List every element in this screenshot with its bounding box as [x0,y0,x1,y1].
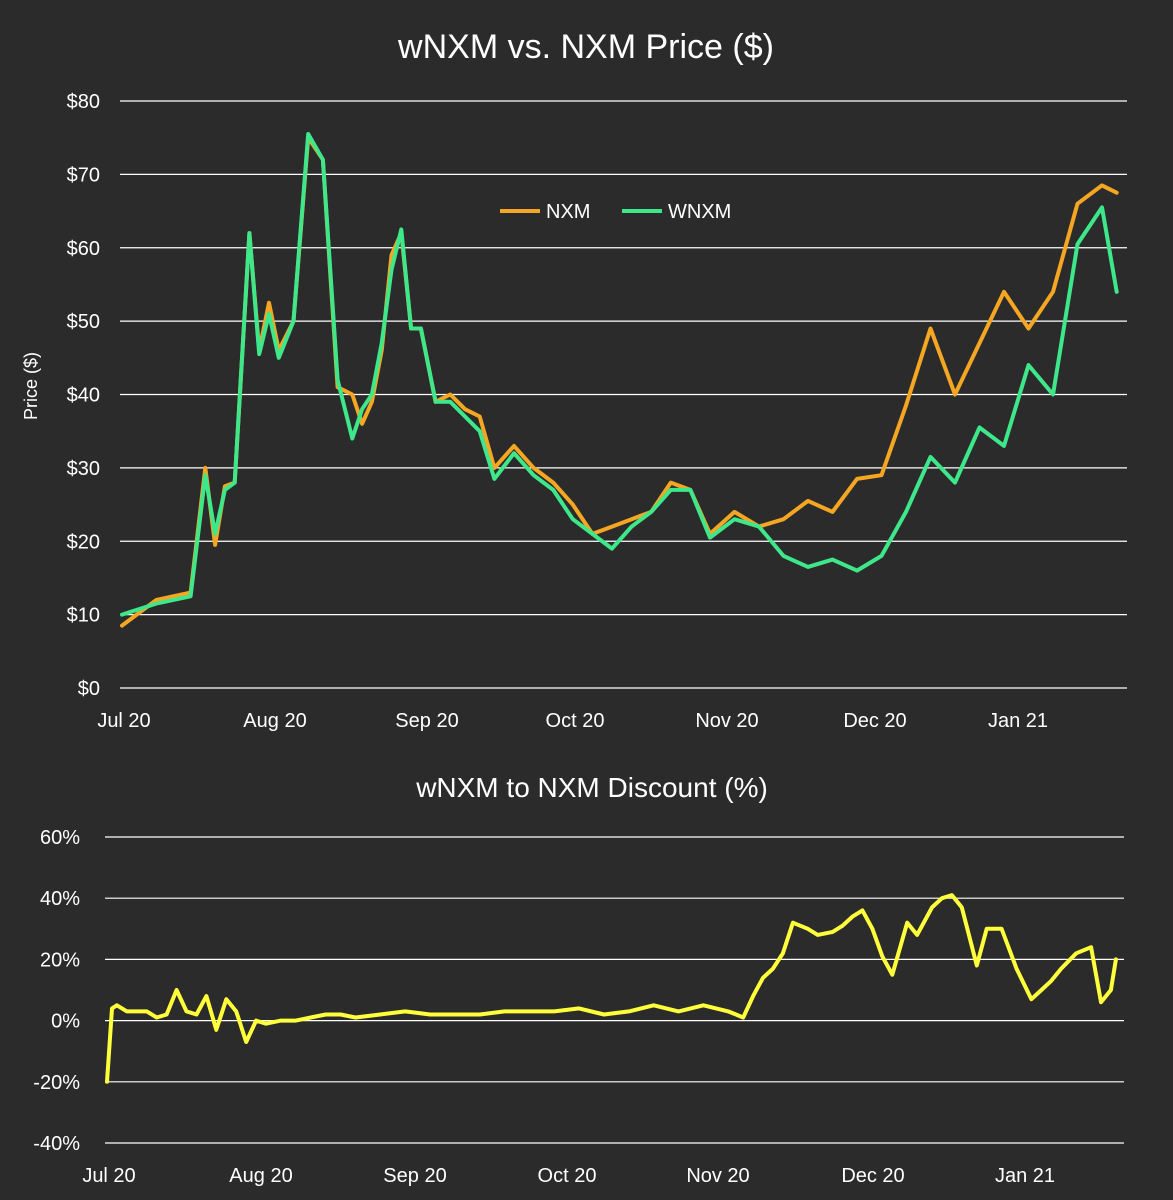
price-chart: wNXM vs. NXM Price ($) Price ($) $0 $10 $2… [21,28,1127,732]
legend-label-nxm: NXM [546,201,590,223]
y-tick-label: $80 [67,91,100,113]
x-tick-label: Nov 20 [686,1165,749,1187]
x-tick-label: Dec 20 [843,710,906,732]
price-chart-series [120,132,1119,628]
y-tick-label: -40% [33,1133,80,1155]
discount-chart-x-ticks: Jul 20 Aug 20 Sep 20 Oct 20 Nov 20 Dec 20 Jan … [82,1165,1055,1187]
y-tick-label: $40 [67,385,100,407]
discount-chart: wNXM to NXM Discount (%) 60% 40% 20% 0% -20%… [33,772,1124,1187]
y-tick-label: $30 [67,458,100,480]
y-tick-label: 40% [40,888,80,910]
x-tick-label: Oct 20 [546,710,605,732]
x-tick-label: Jan 21 [995,1165,1055,1187]
y-tick-label: 60% [40,827,80,849]
y-tick-label: 0% [51,1011,80,1033]
y-tick-label: $20 [67,531,100,553]
y-tick-label: $60 [67,238,100,260]
series-line-nxm [120,135,1119,628]
price-chart-x-ticks: Jul 20 Aug 20 Sep 20 Oct 20 Nov 20 Dec 20 Jan … [97,710,1048,732]
x-tick-label: Sep 20 [395,710,458,732]
x-tick-label: Sep 20 [383,1165,446,1187]
discount-chart-series [105,893,1118,1084]
price-chart-legend: NXM WNXM [500,201,731,223]
series-line-wnxm [120,132,1119,617]
price-chart-title: wNXM vs. NXM Price ($) [397,28,774,66]
y-tick-label: -20% [33,1072,80,1094]
x-tick-label: Oct 20 [538,1165,597,1187]
discount-chart-gridlines [105,836,1124,1144]
x-tick-label: Jul 20 [97,710,150,732]
x-tick-label: Aug 20 [243,710,306,732]
price-chart-gridlines [120,100,1127,689]
price-chart-y-axis-label: Price ($) [21,352,41,420]
y-tick-label: $10 [67,605,100,627]
x-tick-label: Jul 20 [82,1165,135,1187]
x-tick-label: Nov 20 [695,710,758,732]
x-tick-label: Dec 20 [841,1165,904,1187]
x-tick-label: Jan 21 [988,710,1048,732]
series-line-discount [105,893,1118,1084]
price-chart-y-ticks: $0 $10 $20 $30 $40 $50 $60 $70 $80 [67,91,100,700]
x-tick-label: Aug 20 [229,1165,292,1187]
y-tick-label: $0 [78,678,100,700]
y-tick-label: $70 [67,164,100,186]
discount-chart-title: wNXM to NXM Discount (%) [415,772,768,803]
y-tick-label: $50 [67,311,100,333]
legend-label-wnxm: WNXM [668,201,731,223]
discount-chart-y-ticks: 60% 40% 20% 0% -20% -40% [33,827,80,1155]
y-tick-label: 20% [40,949,80,971]
